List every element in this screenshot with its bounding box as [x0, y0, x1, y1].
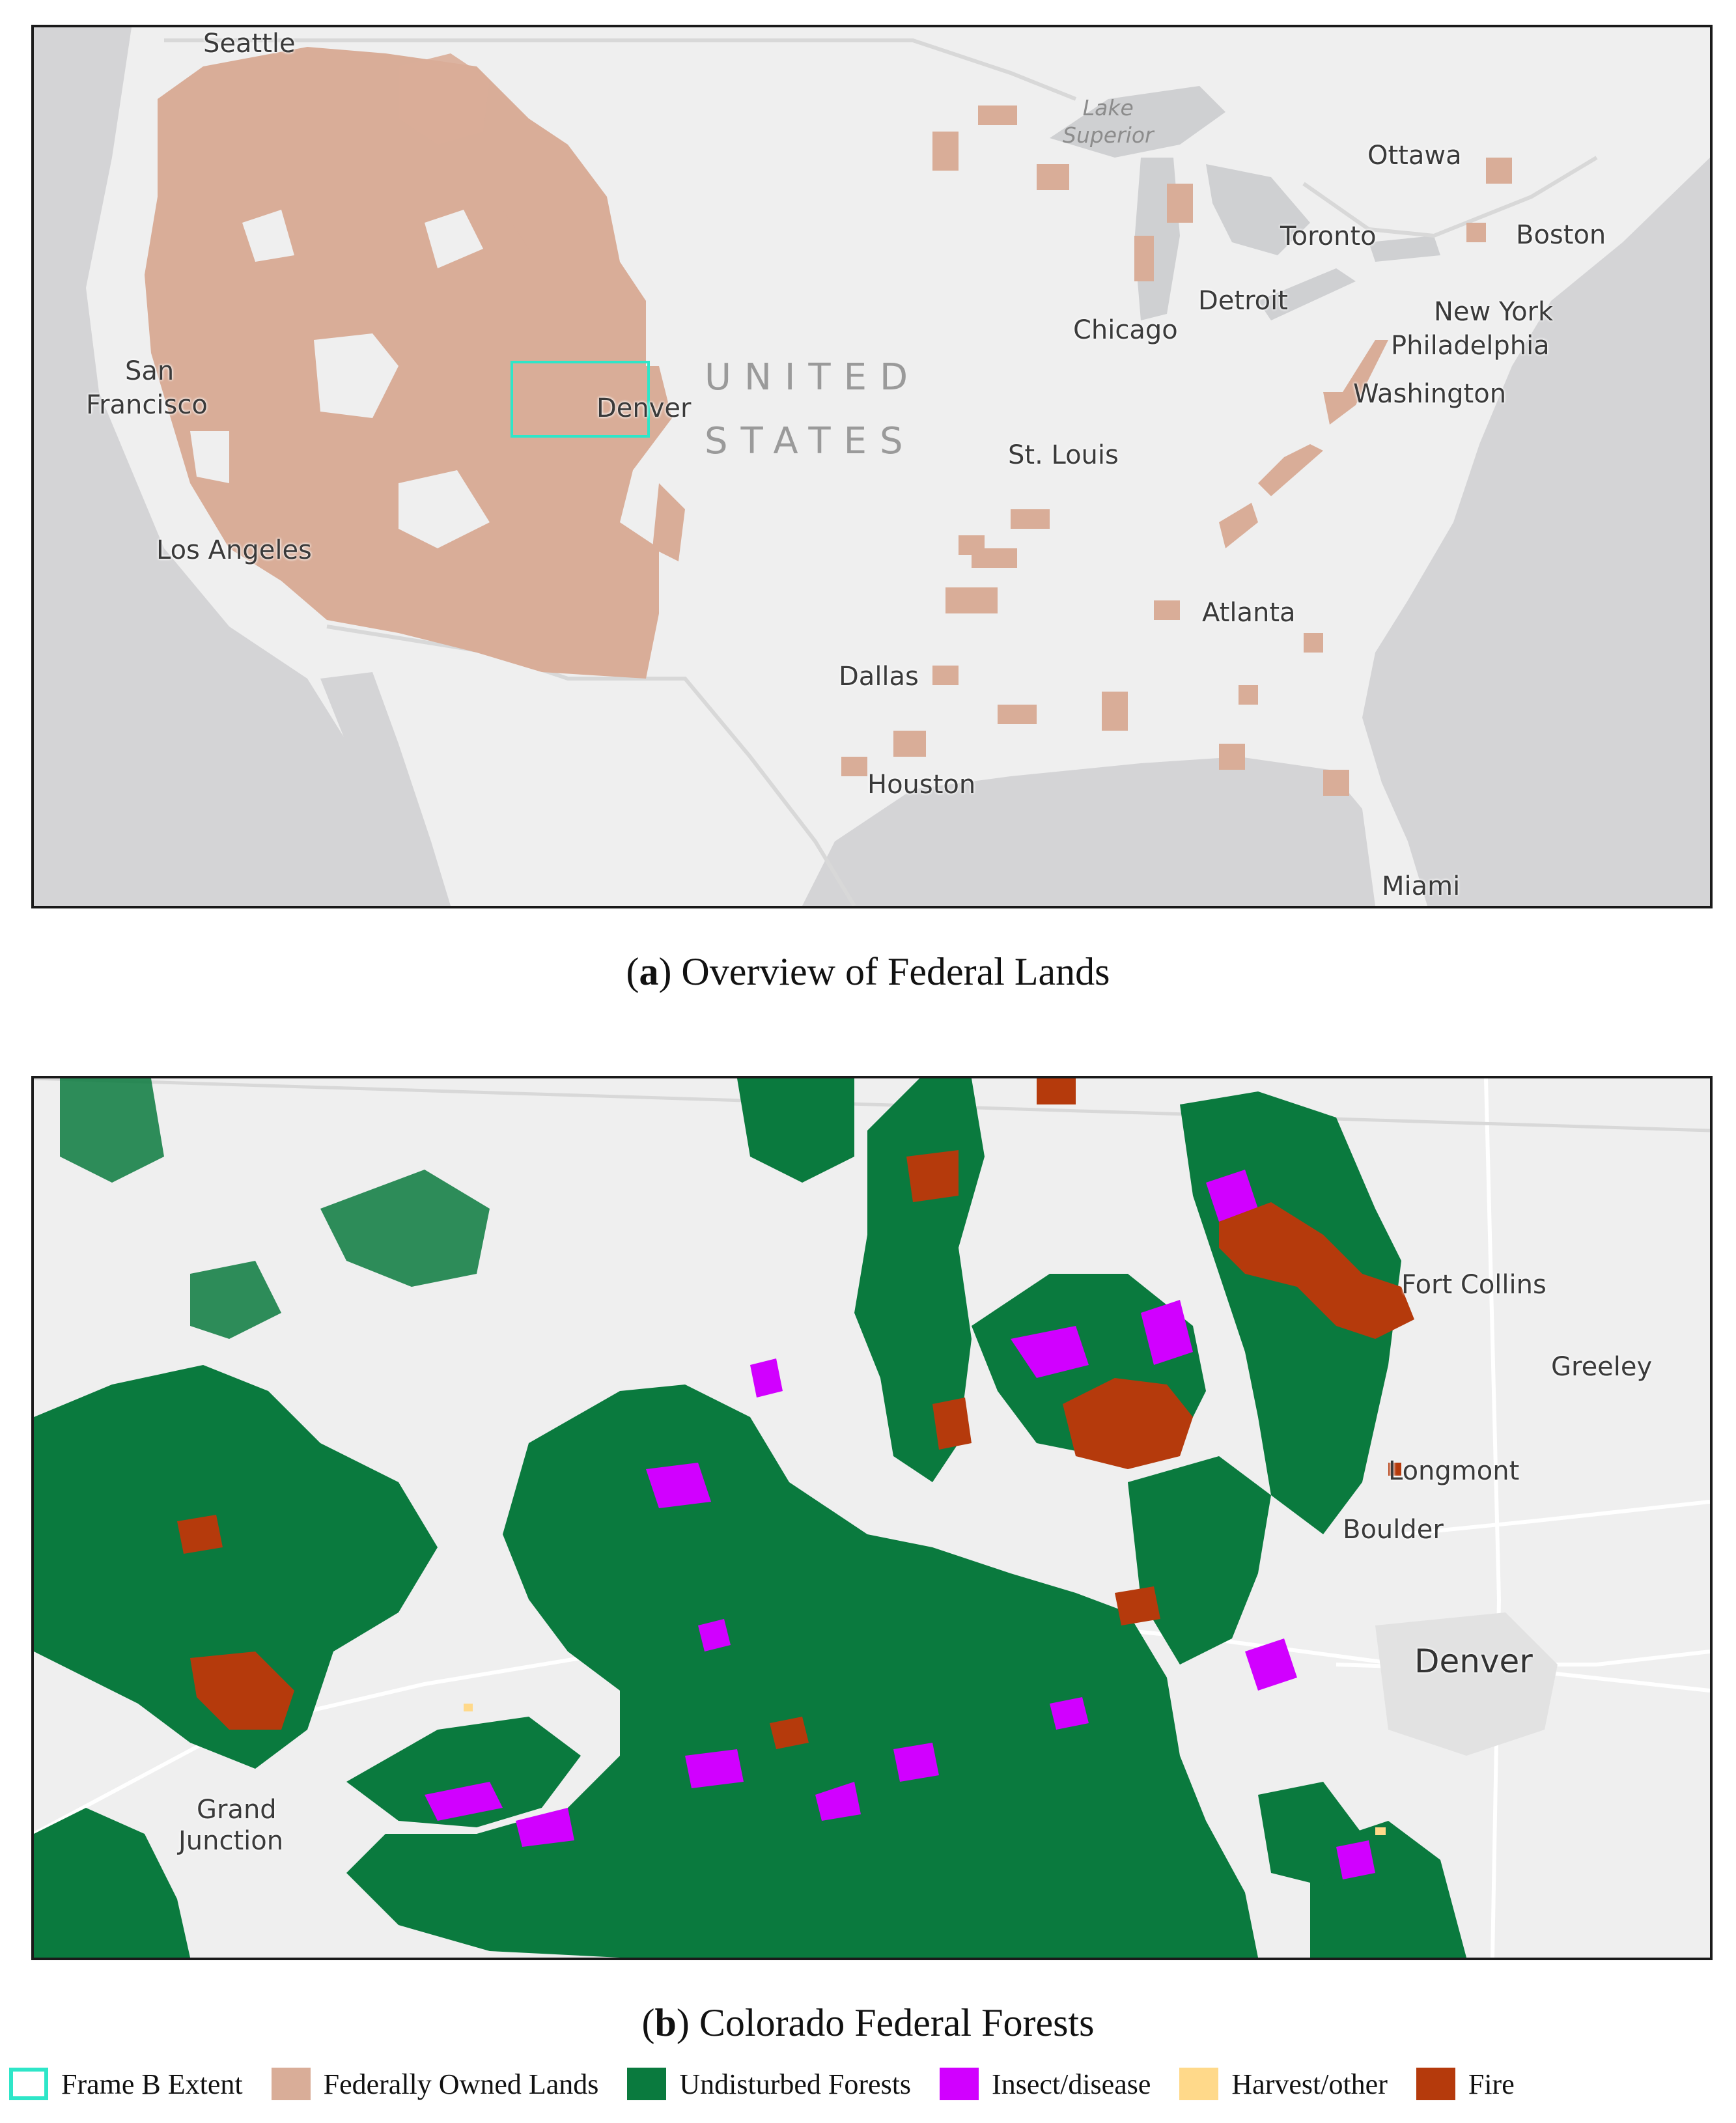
city-label-boulder: Boulder: [1343, 1515, 1444, 1545]
panel-b-caption: (b) Colorado Federal Forests: [641, 2001, 1095, 2044]
atlantic-ocean: [1362, 158, 1710, 906]
city-label-greeley: Greeley: [1551, 1352, 1653, 1382]
gulf-of-mexico: [802, 757, 1375, 906]
federal-lands-overview-map: Lake Superior UNITED STATES Seattle San …: [31, 25, 1713, 908]
city-label-miami: Miami: [1382, 871, 1461, 901]
city-label-dallas: Dallas: [839, 662, 919, 692]
city-label-ottawa: Ottawa: [1367, 141, 1462, 171]
insect-disease-layer: [425, 1170, 1375, 1879]
legend-swatch-insect-disease: [940, 2068, 979, 2100]
city-label-denver: Denver: [596, 393, 692, 423]
gulf-of-california: [320, 672, 451, 906]
city-label-san-francisco-line2: Francisco: [86, 390, 208, 420]
frame-b-extent-box: [511, 361, 650, 438]
legend-item-frame-b-extent: Frame B Extent: [9, 2068, 243, 2101]
city-label-detroit: Detroit: [1198, 286, 1288, 316]
lake-superior-label-line1: Lake: [1082, 95, 1134, 120]
city-label-fort-collins: Fort Collins: [1401, 1270, 1547, 1300]
legend-item-insect-disease: Insect/disease: [940, 2068, 1151, 2101]
legend-swatch-frame-b-extent: [9, 2068, 48, 2100]
city-label-los-angeles: Los Angeles: [156, 535, 312, 565]
panel-a-caption-text: Overview of Federal Lands: [681, 950, 1110, 993]
legend-swatch-undisturbed-forests: [627, 2068, 667, 2100]
city-label-new-york: New York: [1434, 297, 1554, 327]
colorado-forests-graphic: [34, 1078, 1710, 1958]
canada-border: [164, 38, 1598, 238]
legend-swatch-harvest-other: [1179, 2068, 1219, 2100]
legend-label-frame-b-extent: Frame B Extent: [61, 2068, 243, 2100]
country-label-line1: UNITED: [705, 356, 921, 399]
non-federal-gaps: [190, 210, 490, 548]
lake-superior-label-line2: Superior: [1063, 122, 1154, 148]
lake-superior-label: Lake Superior: [1063, 94, 1154, 149]
legend-label-federally-owned-lands: Federally Owned Lands: [323, 2068, 599, 2100]
lake-huron: [1206, 164, 1310, 255]
legend-swatch-fire: [1416, 2068, 1455, 2100]
city-label-houston: Houston: [867, 770, 976, 800]
legend-label-fire: Fire: [1468, 2068, 1515, 2100]
city-label-boston: Boston: [1516, 220, 1606, 250]
colorado-federal-forests-map: Fort Collins Greeley Longmont Boulder De…: [31, 1076, 1713, 1960]
country-label-line2: STATES: [705, 420, 916, 462]
city-label-seattle: Seattle: [203, 29, 296, 59]
city-label-san-francisco-line1: San: [125, 356, 175, 386]
panel-a-caption-letter: a: [639, 950, 659, 993]
city-label-philadelphia: Philadelphia: [1391, 331, 1550, 361]
city-label-grand-junction-line2: Junction: [178, 1826, 284, 1856]
lake-erie: [1258, 268, 1356, 320]
federal-lands-layer: [145, 47, 1512, 796]
harvest-other-layer: [464, 1704, 1386, 1835]
lake-superior: [1050, 86, 1225, 158]
pacific-ocean: [34, 27, 399, 906]
legend-item-harvest-other: Harvest/other: [1179, 2068, 1388, 2101]
panel-b-caption-text: Colorado Federal Forests: [699, 2001, 1095, 2044]
denver-urban-area: [1375, 1612, 1558, 1756]
legend-swatch-federally-owned-lands: [271, 2068, 311, 2100]
city-label-st-louis: St. Louis: [1008, 440, 1119, 470]
legend-item-federally-owned-lands: Federally Owned Lands: [271, 2068, 599, 2101]
city-label-longmont: Longmont: [1388, 1456, 1520, 1486]
city-label-chicago: Chicago: [1073, 315, 1178, 345]
state-border: [34, 1078, 1710, 1132]
legend-label-insect-disease: Insect/disease: [992, 2068, 1151, 2100]
city-label-denver-b: Denver: [1414, 1642, 1533, 1680]
undisturbed-forests-layer: [34, 1078, 1466, 1958]
panel-b-caption-letter: b: [654, 2001, 677, 2044]
city-label-washington: Washington: [1353, 379, 1507, 409]
city-label-atlanta: Atlanta: [1202, 598, 1296, 628]
legend-item-fire: Fire: [1416, 2068, 1515, 2101]
fire-layer: [177, 1078, 1414, 1749]
panel-a-caption: (a) Overview of Federal Lands: [626, 950, 1110, 993]
map-legend: Frame B Extent Federally Owned Lands Und…: [9, 2063, 1543, 2105]
legend-label-harvest-other: Harvest/other: [1231, 2068, 1388, 2100]
city-label-toronto: Toronto: [1280, 221, 1377, 251]
legend-label-undisturbed-forests: Undisturbed Forests: [679, 2068, 912, 2100]
city-label-grand-junction-line1: Grand: [197, 1795, 277, 1825]
legend-item-undisturbed-forests: Undisturbed Forests: [627, 2068, 911, 2101]
overview-map-graphic: [34, 27, 1710, 906]
lake-ontario: [1369, 236, 1440, 262]
